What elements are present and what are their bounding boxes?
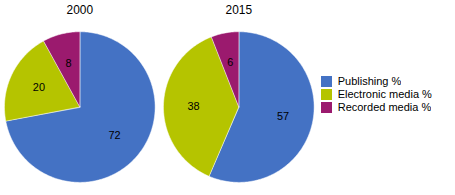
svg-text:2000: 2000 xyxy=(67,3,94,17)
svg-text:6: 6 xyxy=(227,56,233,68)
html-text:Publishing %: Publishing % xyxy=(337,75,402,88)
svg-text:57: 57 xyxy=(277,109,289,121)
svg-text:2015: 2015 xyxy=(225,3,252,17)
html-text:Recorded media %: Recorded media % xyxy=(337,101,432,114)
html-text:Electronic media %: Electronic media % xyxy=(337,88,432,101)
svg-text:72: 72 xyxy=(109,129,121,141)
svg-text:20: 20 xyxy=(33,81,45,93)
svg-text:8: 8 xyxy=(66,57,72,69)
svg-text:38: 38 xyxy=(187,100,199,112)
